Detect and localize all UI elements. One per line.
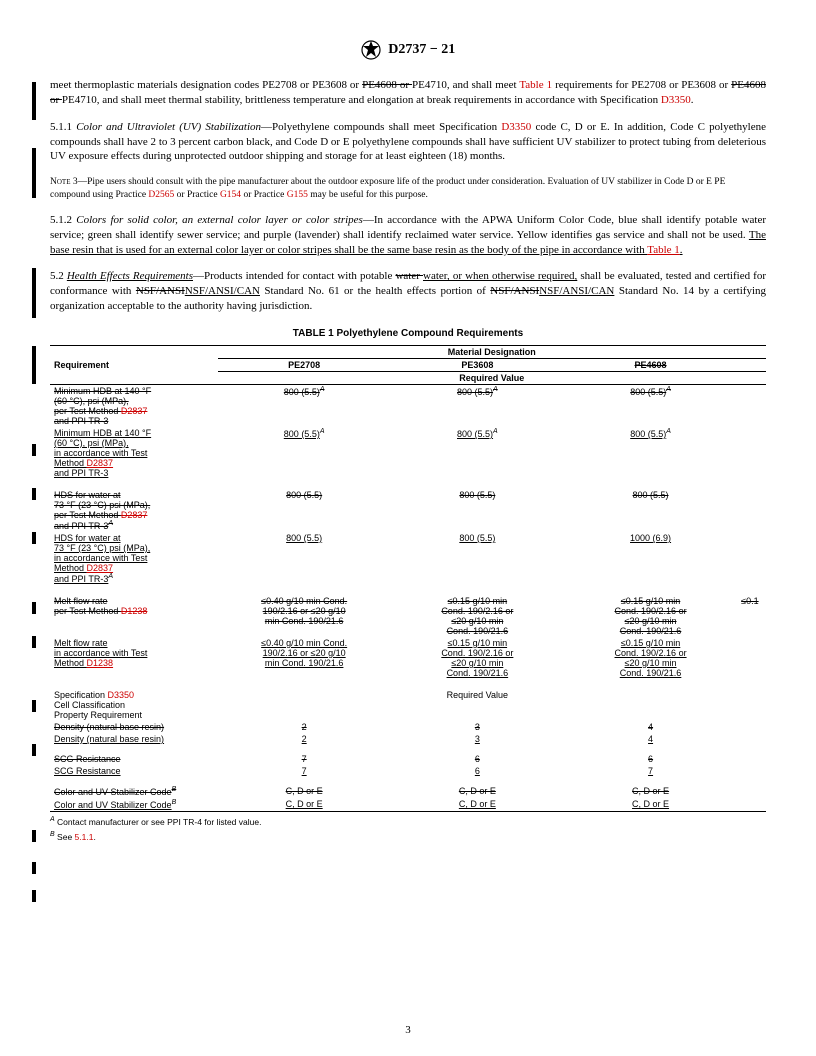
link-d2837[interactable]: D2837 <box>87 563 114 573</box>
table-1-title: TABLE 1 Polyethylene Compound Requiremen… <box>50 328 766 339</box>
link-d3350[interactable]: D3350 <box>661 94 691 106</box>
change-marker <box>32 268 36 318</box>
col-pe4608: PE4608 <box>564 358 737 371</box>
para-512: 5.1.2 Colors for solid color, an externa… <box>50 213 766 258</box>
change-marker <box>32 346 36 384</box>
doc-id: D2737 − 21 <box>388 42 455 57</box>
footnote-a: A Contact manufacturer or see PPI TR-4 f… <box>50 816 766 827</box>
link-d1238[interactable]: D1238 <box>87 658 114 668</box>
change-marker <box>32 148 36 198</box>
page-header: D2737 − 21 <box>50 40 766 60</box>
change-marker <box>32 82 36 120</box>
table-1: Requirement Material Designation PE2708 … <box>50 345 766 812</box>
link-511[interactable]: 5.1.1 <box>75 832 94 842</box>
link-d2837[interactable]: D2837 <box>87 458 114 468</box>
link-table1[interactable]: Table 1 <box>519 79 552 91</box>
change-marker <box>32 830 36 842</box>
change-marker <box>32 636 36 648</box>
note-3: Note 3—Pipe users should consult with th… <box>50 176 766 201</box>
page-number: 3 <box>0 1024 816 1036</box>
page: D2737 − 21 meet thermoplastic materials … <box>0 0 816 1056</box>
link-g155[interactable]: G155 <box>287 190 308 200</box>
change-marker <box>32 744 36 756</box>
change-marker <box>32 602 36 614</box>
change-marker <box>32 890 36 902</box>
change-marker <box>32 488 36 500</box>
link-d3350[interactable]: D3350 <box>108 690 135 700</box>
astm-logo <box>361 40 381 60</box>
change-marker <box>32 700 36 712</box>
col-pe3608: PE3608 <box>391 358 564 371</box>
link-d2565[interactable]: D2565 <box>148 190 174 200</box>
para-511: 5.1.1 Color and Ultraviolet (UV) Stabili… <box>50 120 766 165</box>
col-requirement: Requirement <box>50 345 218 384</box>
change-marker <box>32 862 36 874</box>
link-g154[interactable]: G154 <box>220 190 241 200</box>
col-pe2708: PE2708 <box>218 358 391 371</box>
link-d1238: D1238 <box>121 606 148 616</box>
link-d2837: D2837 <box>121 510 148 520</box>
para-1: meet thermoplastic materials designation… <box>50 78 766 108</box>
para-52: 5.2 Health Effects Requirements—Products… <box>50 269 766 314</box>
link-d3350[interactable]: D3350 <box>501 121 531 133</box>
link-d2837: D2837 <box>121 406 148 416</box>
link-table1[interactable]: Table 1 <box>647 244 680 256</box>
footnote-b: B See 5.1.1. <box>50 831 766 842</box>
change-marker <box>32 532 36 544</box>
col-group-material: Material Designation <box>218 345 766 358</box>
change-marker <box>32 444 36 456</box>
